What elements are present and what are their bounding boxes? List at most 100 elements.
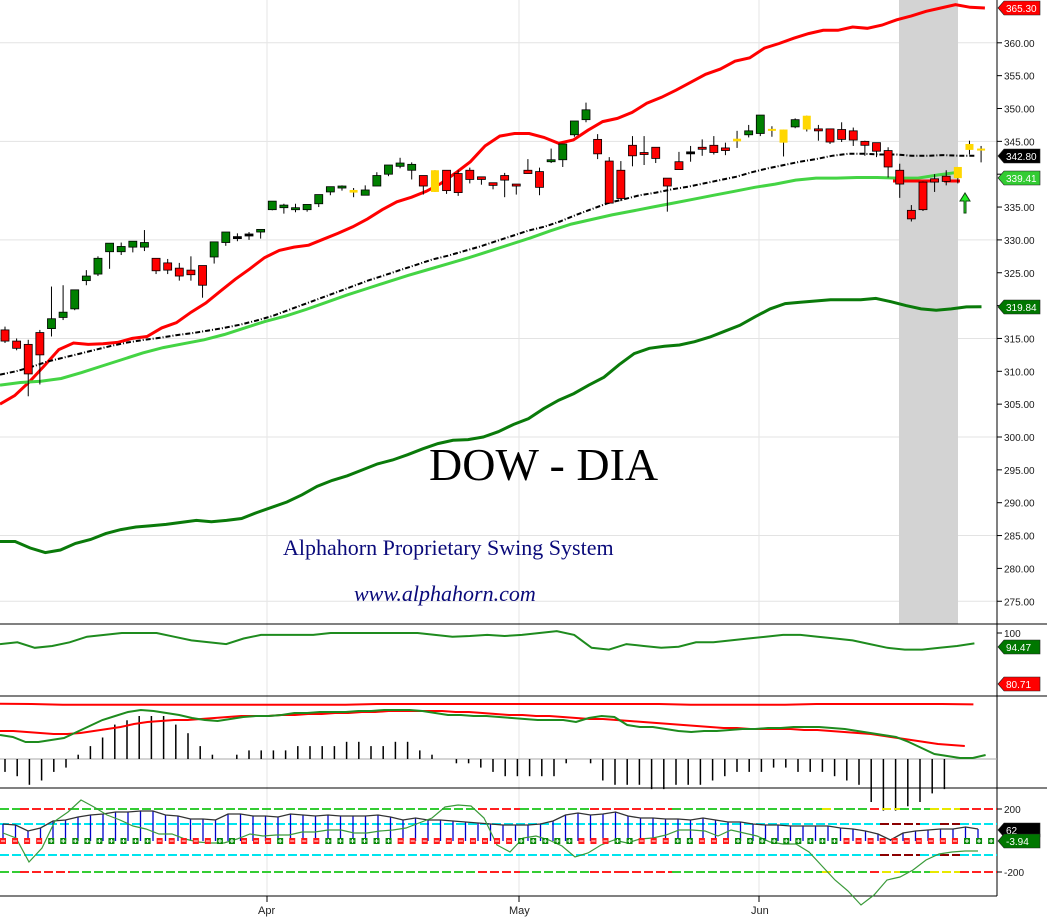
plus-marker-icon bbox=[771, 838, 778, 844]
svg-text:80.71: 80.71 bbox=[1006, 680, 1031, 691]
y-tick-label: 275.00 bbox=[1004, 597, 1035, 608]
candle bbox=[314, 194, 324, 208]
candle bbox=[325, 186, 335, 196]
up-arrow-icon bbox=[959, 192, 971, 214]
candle bbox=[488, 182, 498, 190]
macd-histogram bbox=[4, 716, 946, 811]
x-axis: Apr May Jun bbox=[258, 896, 769, 917]
candle bbox=[581, 102, 591, 123]
plus-marker-icon bbox=[783, 838, 790, 844]
y-axis-price: 275.00 280.00 285.00 290.00 295.00 300.00 305.… bbox=[997, 39, 1035, 608]
svg-text:94.47: 94.47 bbox=[1006, 643, 1031, 654]
candle bbox=[395, 157, 405, 169]
osc1-tick-100: 100 bbox=[1004, 629, 1021, 640]
plus-marker-icon bbox=[385, 838, 392, 844]
plus-marker-icon bbox=[674, 838, 681, 844]
y-tick-label: 295.00 bbox=[1004, 466, 1035, 477]
swing-oscillator-panel: 200 -200 bbox=[0, 799, 1024, 906]
candle bbox=[116, 242, 126, 256]
minus-marker-icon bbox=[506, 838, 513, 844]
candle bbox=[709, 136, 719, 155]
upper-band-line bbox=[0, 3, 985, 406]
candle bbox=[977, 145, 986, 163]
candle bbox=[872, 142, 881, 158]
y-tick-label: 345.00 bbox=[1004, 137, 1035, 148]
plus-marker-icon bbox=[988, 838, 995, 844]
highlight-region bbox=[899, 0, 958, 624]
candle bbox=[58, 285, 68, 321]
candle bbox=[453, 170, 463, 196]
y-tick-label: 350.00 bbox=[1004, 105, 1035, 116]
candle bbox=[418, 175, 428, 195]
plus-marker-icon bbox=[614, 838, 621, 844]
y-tick-label: 310.00 bbox=[1004, 367, 1035, 378]
stem-series bbox=[2, 811, 979, 841]
candle bbox=[47, 286, 56, 337]
plus-marker-icon bbox=[542, 838, 549, 844]
reference-lines bbox=[0, 808, 997, 873]
candle bbox=[755, 114, 765, 137]
candle bbox=[744, 124, 754, 138]
minus-marker-icon bbox=[168, 838, 175, 844]
plus-marker-icon bbox=[361, 838, 368, 844]
candle bbox=[384, 164, 393, 177]
candle bbox=[767, 126, 776, 137]
y-tick-label: 285.00 bbox=[1004, 532, 1035, 543]
candle bbox=[500, 172, 510, 198]
minus-marker-icon bbox=[867, 838, 874, 844]
candle bbox=[790, 118, 800, 129]
plus-marker-icon bbox=[747, 838, 754, 844]
plus-marker-icon bbox=[819, 838, 826, 844]
plus-marker-icon bbox=[976, 838, 983, 844]
minus-marker-icon bbox=[903, 838, 910, 844]
candle bbox=[941, 170, 951, 186]
candle bbox=[209, 241, 219, 264]
candle bbox=[93, 256, 103, 277]
minus-marker-icon bbox=[192, 838, 199, 844]
x-label-jun: Jun bbox=[751, 905, 769, 917]
candle bbox=[697, 139, 707, 156]
minus-marker-icon bbox=[204, 838, 211, 844]
candle bbox=[105, 242, 114, 269]
candle bbox=[674, 151, 684, 171]
plus-marker-icon bbox=[144, 838, 151, 844]
plus-marker-icon bbox=[60, 838, 67, 844]
minus-marker-icon bbox=[397, 838, 404, 844]
candle bbox=[953, 166, 962, 184]
candle bbox=[186, 256, 196, 281]
plus-marker-icon bbox=[120, 838, 127, 844]
candle bbox=[523, 159, 533, 174]
minus-marker-icon bbox=[241, 838, 247, 844]
minus-marker-icon bbox=[180, 838, 187, 844]
y-tick-label: 360.00 bbox=[1004, 39, 1035, 50]
value-tag: 94.47 bbox=[997, 639, 1041, 655]
minus-marker-icon bbox=[879, 838, 886, 844]
plus-marker-icon bbox=[735, 838, 742, 844]
candle bbox=[930, 174, 939, 192]
candle bbox=[733, 130, 742, 148]
minus-marker-icon bbox=[927, 838, 934, 844]
plus-marker-icon bbox=[686, 838, 693, 844]
plus-marker-icon bbox=[216, 838, 223, 844]
candle bbox=[604, 157, 614, 204]
plus-marker-icon bbox=[72, 838, 79, 844]
minus-marker-icon bbox=[951, 838, 958, 844]
minus-marker-icon bbox=[723, 838, 729, 844]
candle bbox=[198, 265, 207, 298]
minus-marker-icon bbox=[602, 838, 609, 844]
y-tick-label: 335.00 bbox=[1004, 203, 1035, 214]
value-tag: 342.80 bbox=[997, 148, 1041, 164]
candle bbox=[965, 140, 974, 155]
plus-marker-icon bbox=[108, 838, 115, 844]
y-tick-label: 280.00 bbox=[1004, 564, 1035, 575]
candle bbox=[221, 231, 231, 246]
candle bbox=[779, 129, 788, 157]
svg-text:62: 62 bbox=[1006, 826, 1018, 837]
svg-text:342.80: 342.80 bbox=[1006, 152, 1037, 163]
candle bbox=[895, 163, 905, 198]
candle bbox=[279, 203, 289, 214]
candle bbox=[651, 146, 661, 164]
sma-dotted-line bbox=[0, 152, 976, 376]
candle bbox=[825, 128, 835, 144]
trend-line-light-green bbox=[0, 170, 959, 387]
